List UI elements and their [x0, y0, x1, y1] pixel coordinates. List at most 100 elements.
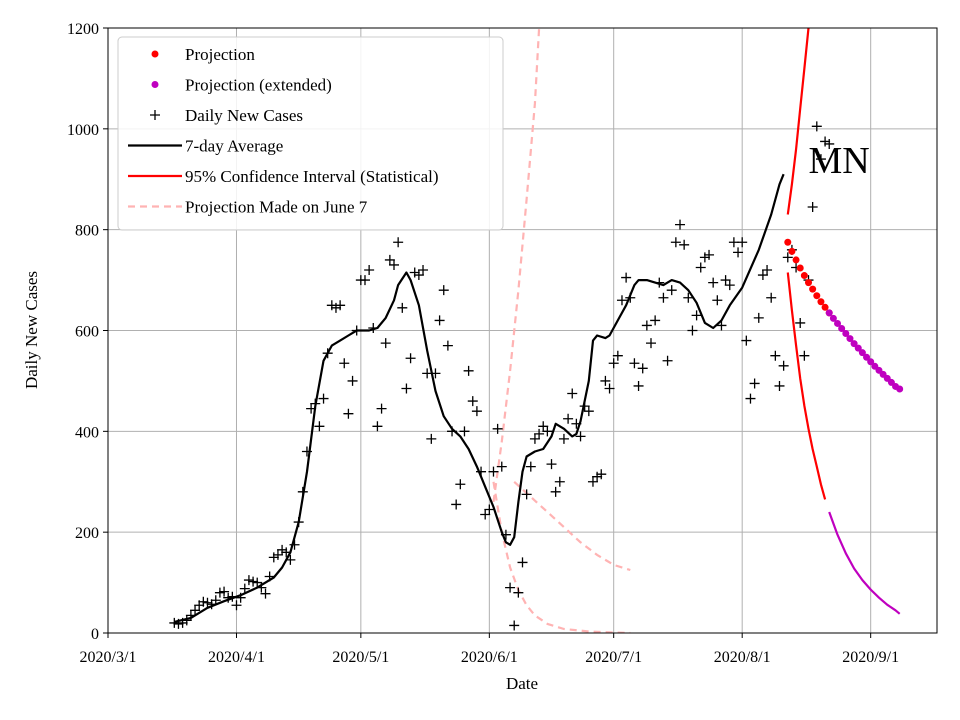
projection-point [809, 285, 817, 293]
daily-case-marker [782, 252, 793, 263]
daily-case-marker [500, 529, 511, 540]
daily-case-marker [380, 338, 391, 349]
x-axis: 2020/3/1 2020/4/1 2020/5/1 2020/6/1 2020/7/1… [80, 633, 899, 666]
daily-case-marker [716, 320, 727, 331]
daily-case-marker [592, 471, 603, 482]
daily-case-marker [281, 547, 292, 558]
daily-case-marker [753, 312, 764, 323]
projection-extended-point [825, 309, 833, 317]
daily-case-marker [529, 433, 540, 444]
y-axis: 0 200 400 600 800 1000 1200 [67, 21, 108, 643]
projection-point [813, 292, 821, 300]
daily-case-marker [571, 418, 582, 429]
daily-case-marker [442, 340, 453, 351]
daily-case-marker [683, 292, 694, 303]
daily-case-marker [289, 539, 300, 550]
daily-case-marker [384, 254, 395, 265]
7-day-average-line [174, 173, 785, 623]
daily-case-marker [654, 277, 665, 288]
daily-case-marker [239, 583, 250, 594]
daily-case-marker [525, 461, 536, 472]
daily-case-marker [554, 476, 565, 487]
daily-case-marker [190, 605, 201, 616]
daily-case-marker [542, 426, 553, 437]
projection-extended-point [838, 324, 846, 332]
daily-case-marker [181, 615, 192, 626]
daily-case-marker [219, 586, 230, 597]
daily-case-marker [509, 620, 520, 631]
daily-case-marker [202, 597, 213, 608]
legend-entry: Projection Made on June 7 [128, 198, 368, 217]
daily-case-marker [505, 582, 516, 593]
legend-entry: 95% Confidence Interval (Statistical) [128, 167, 439, 186]
daily-case-marker [480, 509, 491, 520]
extended-confidence-interval-lower-line [828, 511, 901, 615]
daily-case-marker [322, 348, 333, 359]
y-tick-label: 800 [75, 223, 99, 240]
series-projection-made-on-june-7 [513, 480, 631, 572]
series-extended-confidence-interval-lower [828, 511, 901, 615]
daily-case-marker [214, 587, 225, 598]
series-95-confidence-interval-statistical-lower [786, 272, 827, 500]
legend-dot-swatch [151, 81, 159, 88]
daily-case-marker [347, 375, 358, 386]
daily-case-marker [492, 423, 503, 434]
daily-case-marker [625, 292, 636, 303]
daily-case-marker [227, 591, 238, 602]
daily-case-marker [695, 262, 706, 273]
x-tick-label: 2020/4/1 [208, 649, 265, 666]
projection-made-on-june-7-line [513, 480, 631, 572]
daily-case-marker [596, 469, 607, 480]
projection-point [796, 264, 804, 272]
y-tick-label: 1200 [67, 21, 99, 38]
projection-extended-point [834, 319, 842, 327]
daily-case-marker [621, 272, 632, 283]
daily-case-marker [521, 489, 532, 500]
95-confidence-interval-statistical-lower-line [786, 272, 827, 500]
projection-point [805, 279, 813, 287]
daily-case-marker [198, 596, 209, 607]
daily-case-marker [301, 446, 312, 457]
daily-case-marker [413, 270, 424, 281]
projection-point [800, 272, 808, 280]
daily-case-marker [762, 265, 773, 275]
daily-case-marker [633, 380, 644, 391]
daily-case-marker [496, 461, 507, 472]
daily-case-marker [306, 403, 317, 414]
daily-case-marker [293, 517, 304, 528]
projection-extended-point [850, 340, 858, 348]
projection-made-on-june-7-upper-line [492, 28, 541, 503]
daily-case-marker [463, 365, 474, 376]
legend-entry: Daily New Cases [150, 106, 303, 125]
series-7-day-average [174, 173, 785, 623]
daily-case-marker [637, 363, 648, 374]
daily-case-marker [339, 358, 350, 369]
daily-case-marker [517, 557, 528, 568]
daily-case-marker [708, 277, 719, 288]
daily-case-marker [231, 600, 242, 611]
daily-case-marker [704, 249, 715, 260]
daily-case-marker [770, 350, 781, 361]
daily-case-marker [799, 350, 810, 361]
legend-label: 7-day Average [185, 137, 283, 156]
daily-case-marker [455, 479, 466, 490]
daily-case-marker [260, 588, 271, 599]
daily-case-marker [256, 582, 267, 593]
daily-case-marker [679, 239, 690, 250]
daily-case-marker [484, 504, 495, 515]
95-confidence-interval-statistical-line [786, 28, 810, 215]
daily-case-marker [583, 406, 594, 417]
projection-point [784, 238, 792, 246]
daily-case-marker [741, 335, 752, 346]
daily-case-marker [575, 431, 586, 442]
daily-case-marker [223, 592, 234, 603]
series-95-confidence-interval-statistical [786, 28, 810, 215]
series-projection [784, 238, 833, 317]
y-tick-label: 0 [91, 626, 99, 643]
x-tick-label: 2020/9/1 [842, 649, 899, 666]
daily-case-marker [343, 408, 354, 419]
daily-case-marker [467, 396, 478, 407]
projection-made-on-june-7-lower-line [492, 481, 631, 633]
daily-case-marker [206, 599, 217, 610]
daily-case-marker [670, 237, 681, 248]
